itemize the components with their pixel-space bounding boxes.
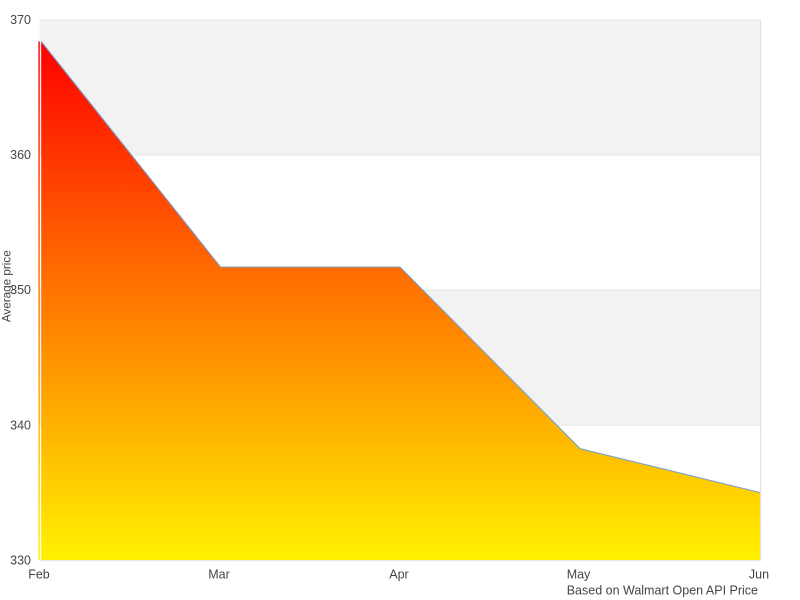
svg-text:Feb: Feb xyxy=(28,568,50,582)
svg-text:370: 370 xyxy=(10,13,31,27)
svg-text:Apr: Apr xyxy=(389,568,408,582)
svg-text:Average price: Average price xyxy=(1,250,14,322)
svg-text:350: 350 xyxy=(10,283,31,297)
svg-text:360: 360 xyxy=(10,148,31,162)
svg-text:330: 330 xyxy=(10,554,31,568)
svg-text:340: 340 xyxy=(10,418,31,432)
svg-text:May: May xyxy=(567,568,591,582)
svg-text:Mar: Mar xyxy=(208,568,230,582)
svg-text:Based on Walmart Open API Pric: Based on Walmart Open API Price xyxy=(567,583,758,597)
svg-text:Jun: Jun xyxy=(749,568,769,582)
